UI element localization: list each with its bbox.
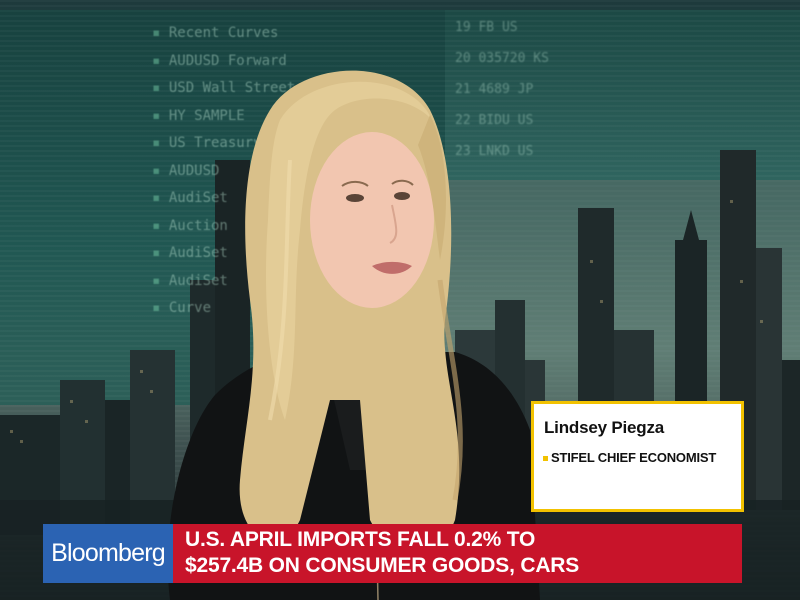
headline-line-1: U.S. APRIL IMPORTS FALL 0.2% TO [185,528,536,551]
guest-title-line: STIFEL CHIEF ECONOMIST [543,450,716,465]
background-ticker-text: 19 FB US 20 035720 KS 21 4689 JP 22 BIDU… [455,20,549,159]
guest-name-card: Lindsey Piegza STIFEL CHIEF ECONOMIST [531,401,744,512]
headline-line-2: $257.4B ON CONSUMER GOODS, CARS [185,554,580,577]
guest-title: STIFEL CHIEF ECONOMIST [551,450,717,465]
title-bullet [543,456,548,462]
guest-name: Lindsey Piegza [544,418,665,437]
brand-logo-text: Bloomberg [51,539,166,567]
brand-logo-box: Bloomberg [43,524,173,583]
headline-banner: U.S. APRIL IMPORTS FALL 0.2% TO $257.4B … [173,524,742,583]
background-monitor-text: Recent Curves AUDUSD Forward USD Wall St… [152,20,442,323]
